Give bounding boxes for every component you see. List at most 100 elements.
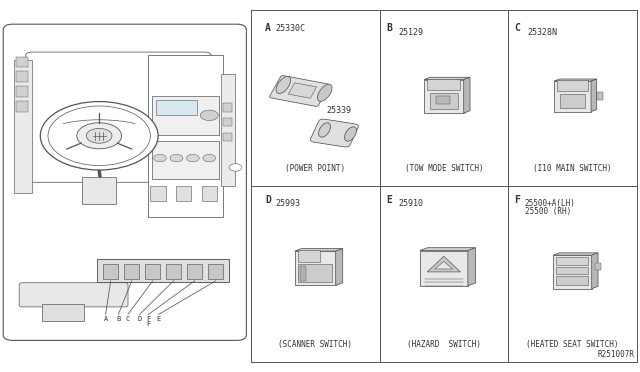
Polygon shape [554, 79, 596, 81]
Ellipse shape [317, 84, 332, 101]
Bar [187, 264, 202, 279]
Text: 25330C: 25330C [275, 24, 305, 33]
FancyBboxPatch shape [269, 76, 330, 106]
Circle shape [170, 154, 183, 162]
Ellipse shape [319, 123, 330, 137]
Bar [223, 103, 232, 112]
Polygon shape [420, 248, 476, 251]
Bar [424, 80, 463, 113]
Bar [554, 81, 591, 112]
Text: (I10 MAIN SWITCH): (I10 MAIN SWITCH) [533, 164, 612, 173]
Bar [428, 79, 461, 90]
Text: E: E [386, 195, 392, 205]
Text: D: D [138, 316, 141, 322]
Bar [557, 276, 589, 285]
Bar [553, 255, 592, 289]
Bar [596, 92, 603, 100]
Bar [208, 264, 223, 279]
Bar [202, 186, 217, 201]
Text: B: B [386, 23, 392, 33]
Bar [124, 264, 140, 279]
Bar [557, 80, 588, 91]
Polygon shape [553, 253, 598, 255]
Circle shape [200, 110, 218, 121]
Polygon shape [424, 77, 470, 80]
Bar [298, 250, 320, 262]
Bar [560, 94, 586, 108]
Bar [16, 101, 28, 112]
Bar [16, 57, 28, 67]
Text: C: C [515, 23, 520, 33]
FancyBboxPatch shape [310, 119, 358, 147]
Bar [103, 264, 118, 279]
Text: 25910: 25910 [399, 199, 424, 208]
Text: A: A [104, 316, 108, 322]
FancyBboxPatch shape [152, 141, 219, 179]
Text: F: F [147, 321, 150, 327]
Polygon shape [468, 248, 476, 286]
FancyBboxPatch shape [26, 52, 211, 182]
Ellipse shape [344, 127, 356, 141]
Bar [150, 186, 166, 201]
Circle shape [40, 102, 158, 170]
Bar [436, 96, 451, 104]
Bar [295, 251, 336, 285]
Bar [420, 251, 468, 286]
Circle shape [229, 164, 242, 171]
Bar [176, 186, 191, 201]
Polygon shape [463, 77, 470, 113]
Bar [557, 267, 589, 274]
FancyBboxPatch shape [152, 96, 219, 135]
Circle shape [203, 154, 216, 162]
Text: 25993: 25993 [275, 199, 300, 208]
FancyBboxPatch shape [19, 283, 128, 307]
Text: (POWER POINT): (POWER POINT) [285, 164, 345, 173]
Polygon shape [435, 262, 453, 269]
Polygon shape [428, 256, 461, 272]
Bar [223, 133, 232, 141]
Circle shape [86, 128, 112, 143]
Bar [16, 86, 28, 97]
Bar [16, 71, 28, 82]
FancyBboxPatch shape [289, 83, 317, 98]
Text: E: E [157, 316, 161, 322]
Bar [430, 93, 458, 109]
Bar [166, 264, 181, 279]
Text: 25129: 25129 [399, 28, 424, 36]
Text: (HEATED SEAT SWITCH): (HEATED SEAT SWITCH) [526, 340, 619, 349]
Text: 25500+A(LH): 25500+A(LH) [525, 199, 575, 208]
Bar [595, 263, 601, 270]
Polygon shape [295, 248, 343, 251]
Text: 25328N: 25328N [527, 28, 557, 36]
Text: R251007R: R251007R [597, 350, 634, 359]
FancyBboxPatch shape [42, 304, 84, 321]
Text: (TOW MODE SWITCH): (TOW MODE SWITCH) [404, 164, 483, 173]
Text: B: B [116, 316, 120, 322]
Polygon shape [592, 253, 598, 289]
Circle shape [154, 154, 166, 162]
Text: 25339: 25339 [326, 106, 352, 115]
FancyBboxPatch shape [82, 177, 116, 204]
Circle shape [77, 123, 122, 149]
Bar [298, 264, 333, 282]
Polygon shape [591, 79, 596, 112]
Text: 25500 (RH): 25500 (RH) [525, 207, 571, 216]
Bar [300, 266, 307, 281]
Circle shape [186, 154, 199, 162]
Bar [14, 60, 32, 193]
Text: C: C [126, 316, 130, 322]
Text: (SCANNER SWITCH): (SCANNER SWITCH) [278, 340, 352, 349]
FancyBboxPatch shape [97, 259, 229, 282]
Bar [221, 74, 235, 186]
Polygon shape [335, 248, 343, 285]
Bar [223, 118, 232, 126]
Text: F: F [147, 316, 150, 322]
Bar [145, 264, 161, 279]
Text: (HAZARD  SWITCH): (HAZARD SWITCH) [407, 340, 481, 349]
Circle shape [48, 106, 150, 166]
Text: F: F [515, 195, 520, 205]
Text: D: D [265, 195, 271, 205]
Text: A: A [265, 23, 271, 33]
FancyBboxPatch shape [3, 24, 246, 340]
Bar [156, 100, 197, 115]
